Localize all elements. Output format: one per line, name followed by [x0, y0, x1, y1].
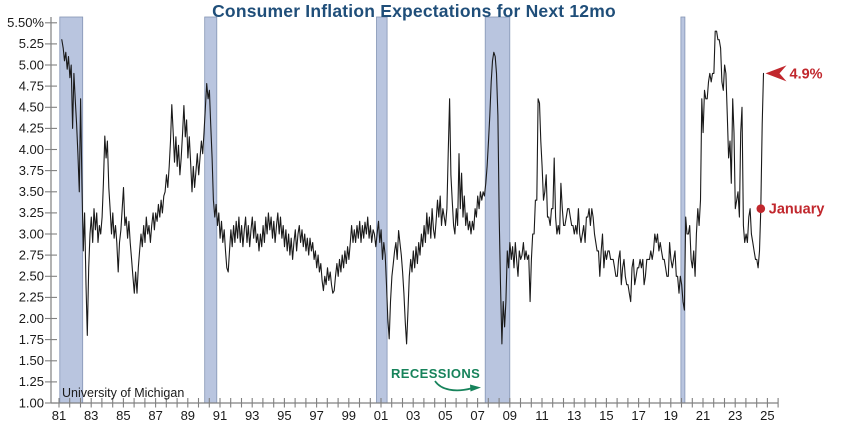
x-tick-label: 83 — [84, 408, 98, 423]
recession-band — [680, 16, 686, 404]
x-tick-label: 89 — [181, 408, 195, 423]
x-tick-label: 95 — [277, 408, 291, 423]
x-tick-label: 07 — [470, 408, 484, 423]
recessions-label: RECESSIONS — [391, 366, 480, 381]
x-tick-label: 91 — [213, 408, 227, 423]
y-tick-label: 1.75 — [19, 332, 44, 347]
inflation-line — [61, 30, 765, 345]
y-tick-label: 2.75 — [19, 247, 44, 262]
x-tick-label: 25 — [760, 408, 774, 423]
x-tick-label: 15 — [599, 408, 613, 423]
source-label: University of Michigan — [62, 386, 184, 400]
recessions-arrowhead-icon — [470, 384, 481, 392]
x-tick-label: 05 — [438, 408, 452, 423]
x-tick-label: 99 — [342, 408, 356, 423]
x-tick-label: 97 — [309, 408, 323, 423]
y-tick-label: 2.25 — [19, 290, 44, 305]
y-tick-label: 1.00 — [19, 395, 44, 410]
recessions-arrow-icon — [434, 380, 472, 392]
annotations: University of Michigan RECESSIONS Januar… — [62, 65, 824, 400]
y-tick-label: 1.25 — [19, 374, 44, 389]
y-tick-label: 4.50 — [19, 100, 44, 115]
x-tick-label: 19 — [664, 408, 678, 423]
x-tick-label: 03 — [406, 408, 420, 423]
y-tick-label: 3.50 — [19, 184, 44, 199]
x-tick-label: 87 — [148, 408, 162, 423]
y-tick-label: 1.50 — [19, 353, 44, 368]
x-tick-label: 17 — [631, 408, 645, 423]
latest-value-label: 4.9% — [790, 66, 823, 82]
y-tick-label: 4.75 — [19, 78, 44, 93]
recession-band — [484, 16, 511, 404]
x-tick-label: 93 — [245, 408, 259, 423]
y-tick-label: 5.00 — [19, 57, 44, 72]
x-tick-label: 21 — [696, 408, 710, 423]
y-tick-label: 3.25 — [19, 205, 44, 220]
recession-bands — [59, 16, 686, 404]
x-tick-label: 09 — [503, 408, 517, 423]
y-tick-label: 3.00 — [19, 226, 44, 241]
page-title: Consumer Inflation Expectations for Next… — [212, 1, 616, 21]
y-tick-label: 4.00 — [19, 142, 44, 157]
x-tick-label: 01 — [374, 408, 388, 423]
axes: 1.00 1.25 1.50 1.75 2.00 2.25 2.50 2.75 3.00 3.25… — [7, 15, 779, 423]
x-tick-label: 13 — [567, 408, 581, 423]
y-tick-label: 3.75 — [19, 163, 44, 178]
x-tick-label: 11 — [535, 408, 549, 423]
y-tick-label: 5.25 — [19, 36, 44, 51]
x-tick-label: 23 — [728, 408, 742, 423]
latest-value-arrow-icon — [765, 65, 787, 82]
y-tick-label: 2.00 — [19, 311, 44, 326]
y-tick-label: 4.25 — [19, 121, 44, 136]
recession-band — [376, 16, 388, 404]
january-dot — [756, 204, 766, 213]
x-tick-label: 81 — [52, 408, 66, 423]
y-tick-label: 2.50 — [19, 269, 44, 284]
y-tick-label: 5.50% — [7, 15, 44, 30]
january-label: January — [769, 202, 825, 218]
x-tick-label: 85 — [116, 408, 130, 423]
